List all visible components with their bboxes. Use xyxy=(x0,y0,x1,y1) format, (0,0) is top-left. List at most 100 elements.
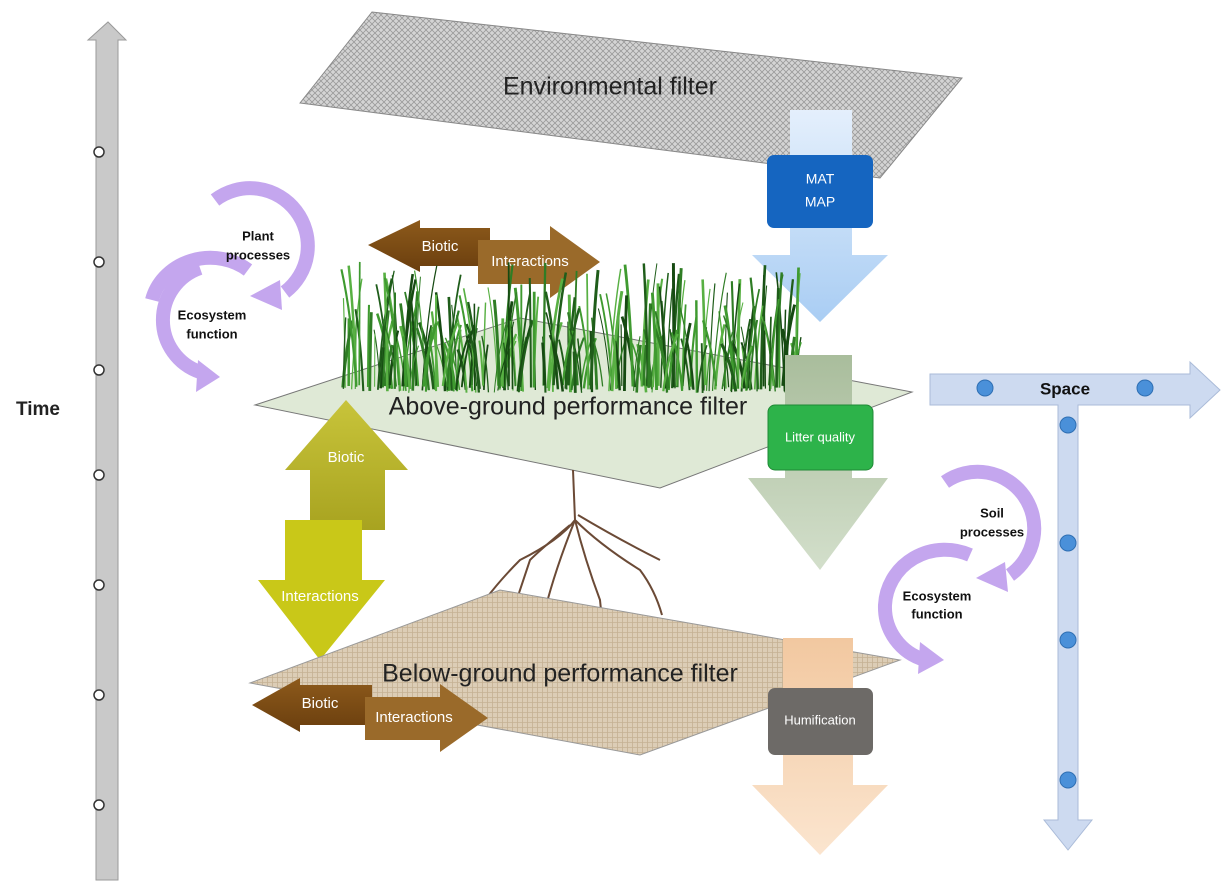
grass-blade xyxy=(455,330,472,391)
grass-blade xyxy=(448,340,455,392)
grass-blade xyxy=(680,338,691,391)
grass-blade xyxy=(613,339,618,389)
grass-blade xyxy=(696,344,708,393)
grass-blade xyxy=(753,305,764,390)
grass-blade xyxy=(564,308,581,389)
time-label: Time xyxy=(16,399,60,420)
grass-blade xyxy=(430,311,440,388)
grass-blade xyxy=(340,269,358,387)
grass-blade xyxy=(366,304,371,388)
grass-blade xyxy=(447,296,454,391)
time-dot xyxy=(93,689,105,701)
grass-blade xyxy=(740,346,753,389)
grass-blade xyxy=(701,320,718,386)
grass-blade xyxy=(570,337,585,391)
flow-label: MAT xyxy=(806,171,835,187)
grass-blade xyxy=(422,322,439,387)
time-dot xyxy=(93,146,105,158)
grass-blade xyxy=(740,326,750,388)
cycle-label: Ecosystem xyxy=(903,588,972,603)
grass-blade xyxy=(518,320,534,388)
grass-blade xyxy=(768,316,772,392)
grass-blade xyxy=(623,264,635,387)
interactions-arrow xyxy=(365,684,488,752)
roots xyxy=(484,469,663,651)
below-ground-filter xyxy=(248,589,902,756)
biotic-label: Biotic xyxy=(302,695,339,712)
grass-blade xyxy=(368,312,373,391)
space-label: Space xyxy=(1040,379,1090,398)
grass-blade xyxy=(444,337,461,391)
flow-label: Humification xyxy=(784,712,856,727)
grass-blade xyxy=(441,322,459,387)
space-dot xyxy=(1059,534,1077,552)
cycle-arc xyxy=(877,542,973,667)
cycle-head xyxy=(976,562,1008,592)
grass-blade xyxy=(478,340,485,386)
grass-blade xyxy=(722,315,740,389)
grass-blade xyxy=(379,270,395,386)
space-arrow xyxy=(929,360,1221,851)
grass-blade xyxy=(503,301,514,391)
grass-blade xyxy=(685,338,695,390)
grass-blade xyxy=(572,351,577,393)
time-arrow xyxy=(86,21,128,881)
cycle-head xyxy=(196,360,220,392)
grass-blade xyxy=(460,324,475,388)
grass-blade xyxy=(695,300,699,393)
grass-blade xyxy=(651,278,664,388)
grass-blade xyxy=(720,343,738,392)
grass-blade xyxy=(589,269,600,390)
grass-blade xyxy=(781,304,797,386)
grass-blade xyxy=(711,272,727,391)
interactions-label: Interactions xyxy=(375,709,453,726)
space-dot xyxy=(1059,771,1077,789)
grass-blade xyxy=(415,327,430,391)
grass-blade xyxy=(516,327,531,392)
cycle-label: function xyxy=(911,606,962,621)
time-dots xyxy=(93,146,105,811)
grass-blade xyxy=(377,278,393,390)
grass-blade xyxy=(623,295,629,392)
time-dot xyxy=(93,256,105,268)
filter-label: Above-ground performance filter xyxy=(389,393,748,421)
grass-blade xyxy=(669,329,676,389)
space-dot xyxy=(1136,379,1154,397)
grass-blade xyxy=(358,261,361,386)
grass-blade xyxy=(545,312,559,388)
grass-blade xyxy=(608,268,622,392)
grass-blade xyxy=(446,310,460,387)
time-dot xyxy=(93,799,105,811)
grass-blade xyxy=(481,335,490,393)
grass-blade xyxy=(502,342,509,390)
grass-blade xyxy=(546,278,564,389)
flow-label: Litter quality xyxy=(785,429,856,444)
grass-blade xyxy=(675,280,686,386)
cycle-label: processes xyxy=(960,524,1024,539)
grass-blade xyxy=(552,272,568,386)
flow-box xyxy=(767,404,874,471)
cycle-label: processes xyxy=(226,247,290,262)
interactions-arrow xyxy=(258,520,385,660)
grass-blade xyxy=(660,272,669,388)
biotic-arrow xyxy=(368,220,490,272)
cycle-label: function xyxy=(186,326,237,341)
grass-blade xyxy=(708,283,716,392)
grass-blade xyxy=(451,304,458,389)
grass-blade xyxy=(745,288,761,391)
grass-blade xyxy=(487,287,499,386)
grass-blade xyxy=(342,317,347,389)
filter-label: Below-ground performance filter xyxy=(382,660,738,688)
cycle-head xyxy=(918,642,944,674)
grass-blade xyxy=(775,288,780,388)
grass-blade xyxy=(465,323,481,390)
time-dot xyxy=(93,579,105,591)
grass-blade xyxy=(388,330,400,386)
grass-blade xyxy=(610,290,624,392)
grass xyxy=(340,261,802,393)
grass-blade xyxy=(401,279,417,387)
grass-blade xyxy=(373,329,381,386)
flow-label: MAP xyxy=(805,194,835,210)
interactions-label: Interactions xyxy=(491,253,569,270)
